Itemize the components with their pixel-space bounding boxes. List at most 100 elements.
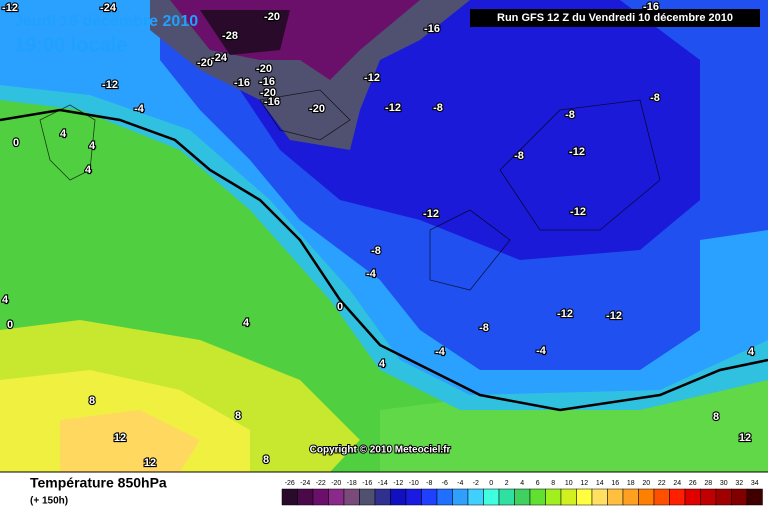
contour-label: 8 <box>263 454 269 466</box>
colorbar-tick-label: -10 <box>409 480 419 487</box>
colorbar-swatch <box>467 488 484 506</box>
contour-label: -4 <box>435 346 446 358</box>
colorbar-tick-label: -8 <box>426 480 432 487</box>
contour-label: -16 <box>259 76 275 88</box>
colorbar-swatch <box>529 488 546 506</box>
contour-label: 12 <box>739 432 751 444</box>
colorbar-tick-label: 32 <box>735 480 743 487</box>
colorbar-tick-label: 16 <box>611 480 619 487</box>
footer-title: Température 850hPa <box>30 475 167 491</box>
contour-label: 4 <box>243 317 250 329</box>
run-box <box>470 9 760 27</box>
colorbar-swatch <box>328 488 345 506</box>
contour-label: -8 <box>433 102 443 114</box>
colorbar-tick-label: 26 <box>689 480 697 487</box>
contour-label: -12 <box>423 208 439 220</box>
contour-label: -20 <box>256 63 272 75</box>
colorbar-tick-label: -18 <box>347 480 357 487</box>
colorbar-swatch <box>405 488 422 506</box>
contour-label: -20 <box>309 103 325 115</box>
contour-label: 0 <box>337 301 343 313</box>
warm-area <box>60 410 200 472</box>
colorbar-swatch <box>591 488 608 506</box>
colorbar-swatch <box>607 488 624 506</box>
colorbar-tick-label: 0 <box>489 480 493 487</box>
contour-label: -12 <box>385 102 401 114</box>
colorbar-swatch <box>669 488 686 506</box>
colorbar-tick-label: 4 <box>520 480 524 487</box>
contour-label: -16 <box>424 23 440 35</box>
colorbar-swatch <box>715 488 732 506</box>
contour-label: -12 <box>364 72 380 84</box>
colorbar-swatch <box>297 488 314 506</box>
contour-label: -12 <box>102 79 118 91</box>
contour-label: 4 <box>85 164 92 176</box>
colorbar-swatch <box>514 488 531 506</box>
contour-label: -4 <box>134 103 145 115</box>
contour-label: 8 <box>235 410 241 422</box>
colorbar-tick-label: -6 <box>442 480 448 487</box>
contour-label: -16 <box>264 96 280 108</box>
colorbar-swatch <box>731 488 748 506</box>
contour-label: -12 <box>2 2 18 14</box>
colorbar: -26 -24 -22 -20 -18 -16 -14 -12 -10 -8 -6 -4 -2 0 2 4 6 8… <box>281 480 763 506</box>
colorbar-swatch <box>653 488 670 506</box>
contour-label: -8 <box>650 92 660 104</box>
contour-label: -8 <box>514 150 524 162</box>
colorbar-tick-label: -24 <box>300 480 310 487</box>
footer-lead: (+ 150h) <box>30 496 68 507</box>
contour-label: -20 <box>264 11 280 23</box>
contour-label: -24 <box>100 2 117 14</box>
contour-label: -28 <box>222 30 238 42</box>
colorbar-tick-label: 24 <box>673 480 681 487</box>
colorbar-tick-label: 8 <box>551 480 555 487</box>
colorbar-tick-label: 6 <box>536 480 540 487</box>
time-text: 19:00 locale <box>14 34 127 56</box>
colorbar-tick-label: -20 <box>331 480 341 487</box>
contour-label: 4 <box>379 358 386 370</box>
colorbar-swatch <box>390 488 407 506</box>
contour-label: -8 <box>565 109 575 121</box>
contour-label: -12 <box>570 206 586 218</box>
colorbar-tick-label: -16 <box>362 480 372 487</box>
colorbar-swatch <box>359 488 376 506</box>
colorbar-swatch <box>343 488 360 506</box>
contour-label: -12 <box>606 310 622 322</box>
contour-labels: -12 -24-20-28-20-24-16-20-16-20-16-16-12-… <box>1 0 756 470</box>
colorbar-tick-label: 12 <box>580 480 588 487</box>
colorbar-tick-label: -2 <box>473 480 479 487</box>
contour-label: -20 <box>197 57 213 69</box>
colorbar-swatch <box>684 488 701 506</box>
colorbar-tick-label: 30 <box>720 480 728 487</box>
contour-label: 8 <box>89 395 95 407</box>
colorbar-swatch <box>700 488 717 506</box>
colorbar-tick-label: 10 <box>565 480 573 487</box>
colorbar-tick-label: -22 <box>316 480 326 487</box>
contour-label: 0 <box>7 319 13 331</box>
colorbar-tick-label: -4 <box>457 480 463 487</box>
contour-label: 4 <box>60 128 67 140</box>
run-text: Run GFS 12 Z du Vendredi 10 décembre 201… <box>497 12 733 24</box>
colorbar-swatch <box>374 488 391 506</box>
contour-label: -24 <box>211 52 228 64</box>
zero-isotherm <box>0 108 768 412</box>
contour-label: -8 <box>371 245 381 257</box>
colorbar-swatch <box>312 488 329 506</box>
colorbar-swatch <box>436 488 453 506</box>
contour-label: 8 <box>713 411 719 423</box>
colorbar-swatch <box>498 488 515 506</box>
colorbar-tick-label: 2 <box>505 480 509 487</box>
contour-label: 4 <box>89 140 96 152</box>
colorbar-swatch <box>545 488 562 506</box>
colorbar-swatch <box>638 488 655 506</box>
colorbar-tick-label: 34 <box>751 480 759 487</box>
colorbar-tick-label: 22 <box>658 480 666 487</box>
colorbar-swatch <box>746 488 763 506</box>
colorbar-swatch <box>622 488 639 506</box>
colorbar-tick-label: -12 <box>393 480 403 487</box>
colorbar-swatch <box>281 488 298 506</box>
colorbar-tick-label: 14 <box>596 480 604 487</box>
contour-label: 12 <box>114 432 126 444</box>
